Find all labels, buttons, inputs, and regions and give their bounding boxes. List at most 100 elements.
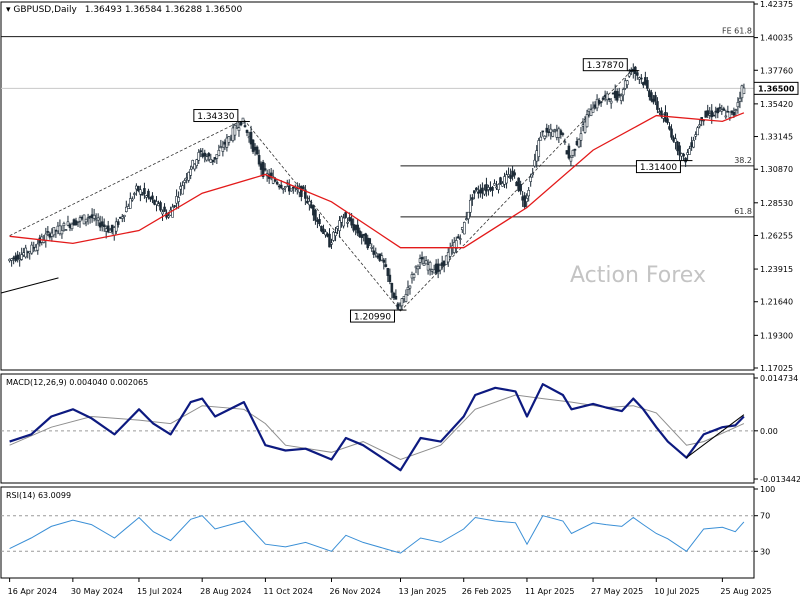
candle-body bbox=[22, 252, 26, 256]
candle-body bbox=[676, 141, 679, 152]
candle-body bbox=[273, 179, 277, 182]
candle-body bbox=[414, 265, 418, 269]
candle-body bbox=[338, 220, 341, 232]
candle-body bbox=[54, 229, 58, 232]
candle-body bbox=[436, 263, 440, 272]
candle-body bbox=[354, 224, 357, 230]
candle-body bbox=[32, 246, 36, 249]
candle-body bbox=[300, 185, 303, 197]
candle-body bbox=[734, 109, 738, 111]
level-label: 38.2 bbox=[734, 156, 752, 165]
candle-body bbox=[686, 152, 689, 155]
candle-body bbox=[133, 193, 136, 195]
candle-body bbox=[221, 147, 225, 152]
candle-body bbox=[279, 184, 283, 189]
y-tick-label: 70 bbox=[760, 512, 770, 521]
candle-body bbox=[658, 111, 661, 113]
candle-body bbox=[477, 191, 480, 194]
candle-body bbox=[291, 186, 295, 189]
candle-body bbox=[137, 186, 140, 192]
candle-body bbox=[613, 90, 617, 99]
candle-body bbox=[553, 129, 557, 131]
candle-body bbox=[179, 186, 182, 190]
candle-body bbox=[732, 111, 736, 116]
candle-body bbox=[114, 221, 118, 232]
candle-body bbox=[587, 108, 591, 112]
candle-body bbox=[535, 150, 539, 162]
candle-body bbox=[444, 255, 448, 265]
candle-body bbox=[231, 127, 235, 141]
candle-body bbox=[161, 211, 164, 215]
support-line bbox=[0, 277, 59, 294]
candle-body bbox=[312, 205, 315, 216]
x-tick-label: 11 Apr 2025 bbox=[525, 587, 574, 596]
candle-body bbox=[487, 187, 490, 190]
y-tick-label: 1.28530 bbox=[760, 199, 793, 208]
y-tick-label: 1.42375 bbox=[760, 0, 793, 9]
candle-body bbox=[302, 186, 305, 190]
candle-body bbox=[712, 114, 716, 117]
candle-body bbox=[621, 89, 625, 96]
x-tick-label: 26 Nov 2024 bbox=[330, 587, 381, 596]
candle-body bbox=[102, 224, 106, 228]
macd-trendline bbox=[686, 414, 745, 459]
candle-body bbox=[708, 113, 712, 116]
symbol-dropdown-icon[interactable]: ▾ bbox=[6, 5, 11, 15]
candle-body bbox=[430, 269, 434, 272]
candle-body bbox=[145, 195, 148, 198]
candle-body bbox=[668, 126, 671, 130]
candle-body bbox=[68, 224, 72, 228]
candle-body bbox=[120, 216, 124, 219]
candle-body bbox=[364, 233, 368, 245]
candle-body bbox=[720, 109, 724, 112]
candle-body bbox=[64, 229, 68, 231]
candle-body bbox=[106, 225, 110, 233]
candle-body bbox=[458, 238, 462, 240]
candle-body bbox=[479, 189, 482, 194]
candle-body bbox=[706, 110, 710, 116]
candle-body bbox=[84, 218, 88, 223]
candle-body bbox=[563, 141, 567, 143]
x-tick-label: 16 Apr 2024 bbox=[8, 587, 57, 596]
candle-body bbox=[14, 255, 17, 261]
candle-body bbox=[193, 163, 197, 170]
candle-body bbox=[18, 258, 21, 261]
candle-body bbox=[211, 159, 215, 163]
candle-body bbox=[625, 80, 629, 86]
candle-body bbox=[346, 221, 349, 224]
candle-body bbox=[396, 303, 400, 310]
candle-body bbox=[197, 152, 201, 161]
candle-body bbox=[382, 259, 386, 263]
candle-body bbox=[672, 137, 675, 142]
candle-body bbox=[283, 186, 287, 189]
x-tick-label: 30 May 2024 bbox=[71, 587, 123, 596]
candle-body bbox=[426, 264, 430, 271]
candle-body bbox=[507, 174, 510, 177]
candle-body bbox=[555, 130, 559, 138]
price-annotation-box bbox=[193, 109, 239, 123]
price-pane-frame bbox=[0, 1, 755, 371]
candle-body bbox=[475, 187, 478, 191]
candle-body bbox=[306, 200, 309, 204]
candle-body bbox=[48, 233, 52, 238]
candle-body bbox=[384, 264, 388, 267]
candle-body bbox=[432, 269, 436, 274]
candle-body bbox=[654, 95, 657, 102]
candle-body bbox=[505, 174, 508, 184]
candle-body bbox=[591, 107, 595, 113]
level-label: 61.8 bbox=[734, 207, 752, 216]
candle-body bbox=[388, 274, 392, 282]
candle-body bbox=[100, 221, 104, 227]
candle-body bbox=[623, 80, 627, 89]
watermark-text: Action Forex bbox=[570, 263, 706, 288]
candle-body bbox=[203, 152, 207, 157]
candle-body bbox=[318, 219, 321, 225]
candle-body bbox=[561, 133, 565, 135]
candle-body bbox=[356, 224, 359, 234]
x-tick-label: 27 May 2025 bbox=[591, 587, 643, 596]
y-tick-label: 1.26255 bbox=[760, 231, 793, 240]
candle-body bbox=[499, 177, 502, 185]
candle-body bbox=[400, 298, 404, 307]
candle-body bbox=[217, 149, 221, 156]
candle-body bbox=[189, 168, 192, 176]
